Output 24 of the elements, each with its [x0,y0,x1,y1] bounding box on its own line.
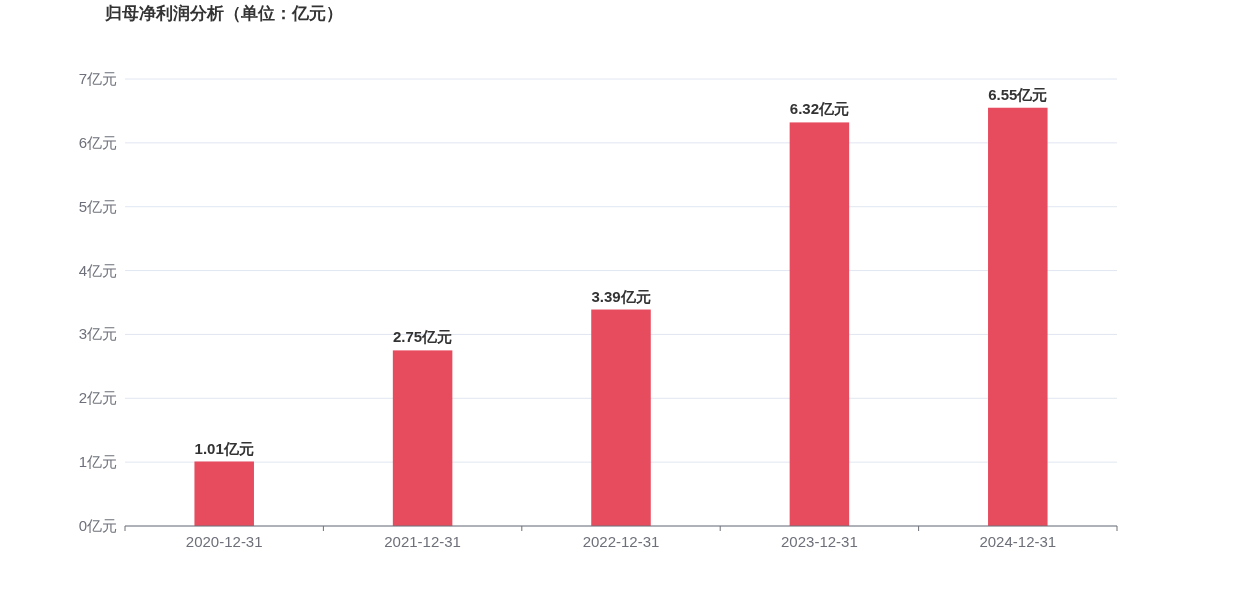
bar [789,122,850,526]
x-tick-label: 2022-12-31 [582,533,660,550]
bar [591,309,651,526]
y-tick-label: 6亿元 [78,133,117,151]
y-tick-label: 4亿元 [78,261,117,279]
data-label: 6.32亿元 [789,100,849,118]
bar [194,461,254,526]
x-tick-label: 2024-12-31 [979,533,1057,550]
x-tick-label: 2021-12-31 [384,533,461,550]
data-label: 3.39亿元 [591,287,651,305]
y-tick-label: 5亿元 [78,197,117,215]
x-tick-label: 2020-12-31 [185,533,263,550]
chart-title: 归母净利润分析（单位：亿元） [104,4,343,23]
y-tick-label: 7亿元 [78,70,117,87]
y-tick-label: 3亿元 [78,325,117,343]
x-tick-label: 2023-12-31 [781,533,858,550]
bar [988,107,1048,526]
bar [392,350,453,526]
y-tick-label: 2亿元 [78,389,117,407]
data-label: 1.01亿元 [194,439,254,457]
data-label: 2.75亿元 [393,328,453,346]
y-tick-label: 1亿元 [78,453,117,471]
data-label: 6.55亿元 [988,85,1048,103]
y-tick-label: 0亿元 [78,517,117,534]
